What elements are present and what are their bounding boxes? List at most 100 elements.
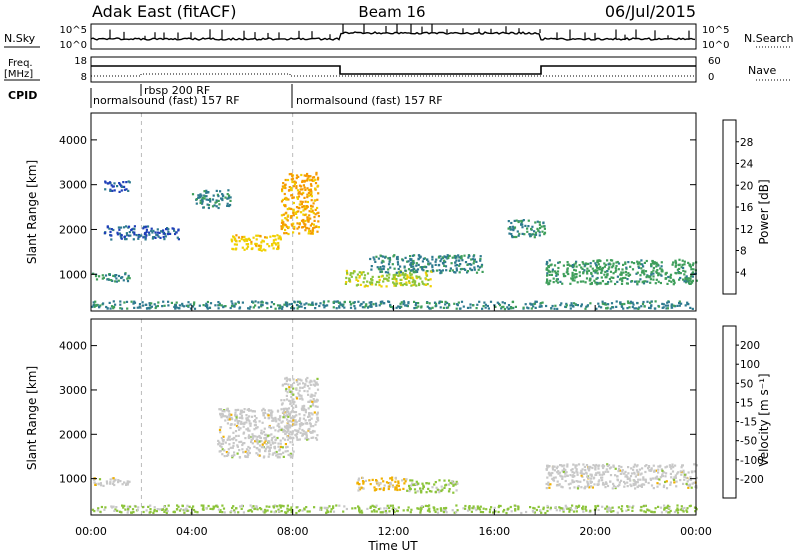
velocity-echo-cell	[612, 510, 615, 513]
velocity-echo-cell	[422, 485, 425, 488]
power-echo-cell	[285, 218, 288, 221]
velocity-echo-cell	[278, 428, 281, 431]
power-echo-cell	[112, 300, 115, 303]
power-echo-cell	[571, 274, 574, 277]
velocity-echo-cell	[582, 505, 585, 508]
velocity-echo-cell	[371, 478, 374, 481]
power-echo-cell	[302, 213, 305, 216]
power-echo-cell	[624, 270, 628, 273]
power-echo-cell	[633, 262, 636, 265]
velocity-echo-cell	[231, 418, 234, 421]
velocity-echo-cell	[299, 378, 302, 381]
nave-trace	[91, 73, 696, 77]
power-echo-cell	[636, 301, 639, 305]
power-echo-cell	[274, 307, 277, 310]
power-echo-cell	[388, 260, 391, 263]
velocity-echo-cell	[561, 469, 564, 472]
power-echo-cell	[336, 300, 339, 303]
velocity-echo-cell	[223, 511, 226, 514]
power-echo-cell	[165, 228, 168, 231]
velocity-echo-cell	[646, 508, 649, 511]
velocity-echo-cell	[117, 481, 120, 484]
power-echo-cell	[302, 191, 305, 194]
power-echo-cell	[397, 305, 400, 308]
power-echo-cell	[370, 305, 373, 308]
velocity-echo-cell	[220, 416, 223, 419]
power-echo-cell	[220, 197, 223, 200]
velocity-echo-cell	[141, 506, 144, 509]
power-echo-cell	[148, 302, 151, 305]
power-y-tick-label: 4000	[59, 134, 87, 147]
velocity-echo-cell	[284, 416, 287, 419]
power-echo-cell	[308, 230, 311, 233]
velocity-echo-cell	[611, 487, 614, 490]
velocity-echo-cell	[566, 465, 569, 468]
velocity-echo-cell	[226, 438, 229, 441]
power-echo-cell	[309, 229, 312, 233]
power-echo-cell	[537, 229, 540, 232]
velocity-echo-cell	[236, 445, 239, 448]
power-echo-cell	[316, 198, 319, 201]
power-echo-cell	[475, 260, 478, 263]
power-echo-cell	[233, 243, 236, 246]
power-echo-cell	[278, 307, 281, 310]
power-echo-cell	[683, 280, 686, 283]
power-echo-cell	[411, 254, 414, 257]
velocity-echo-cell	[287, 415, 290, 418]
power-echo-cell	[666, 304, 670, 307]
power-echo-cell	[292, 212, 295, 215]
power-echo-cell	[379, 254, 382, 257]
power-echo-cell	[510, 307, 513, 310]
velocity-echo-cell	[127, 481, 130, 484]
velocity-echo-cell	[288, 419, 291, 423]
power-echo-cell	[148, 231, 151, 234]
power-echo-cell	[362, 271, 365, 274]
velocity-echo-cell	[112, 480, 115, 483]
power-echo-cell	[513, 226, 517, 229]
power-echo-cell	[299, 188, 302, 191]
power-echo-cell	[173, 229, 176, 232]
velocity-echo-cell	[255, 505, 258, 508]
power-echo-cell	[439, 272, 442, 275]
velocity-echo-cell	[633, 472, 636, 475]
power-echo-cell	[430, 270, 433, 273]
power-echo-cell	[631, 305, 634, 309]
velocity-echo-cell	[122, 506, 125, 509]
velocity-echo-cell	[153, 506, 156, 509]
power-echo-cell	[113, 275, 117, 278]
power-echo-cell	[248, 307, 251, 310]
power-echo-cell	[295, 216, 299, 219]
velocity-echo-cell	[588, 467, 591, 470]
power-echo-cell	[443, 259, 446, 262]
power-echo-cell	[456, 303, 459, 306]
power-echo-cell	[309, 183, 313, 186]
power-echo-cell	[438, 302, 441, 305]
power-echo-cell	[101, 277, 104, 280]
velocity-echo-cell	[405, 478, 408, 481]
power-echo-cell	[615, 305, 618, 308]
power-echo-cell	[619, 301, 622, 304]
power-echo-cell	[427, 260, 430, 263]
velocity-echo-cell	[280, 504, 283, 507]
velocity-echo-cell	[223, 449, 226, 452]
velocity-echo-cell	[628, 477, 631, 480]
power-echo-cell	[145, 228, 148, 231]
velocity-echo-cell	[298, 382, 301, 385]
nsearch-label: N.Search	[744, 32, 794, 45]
power-echo-cell	[94, 275, 98, 278]
velocity-echo-cell	[270, 438, 273, 442]
power-echo-cell	[409, 272, 412, 275]
power-echo-cell	[397, 271, 401, 274]
power-echo-cell	[657, 305, 661, 308]
velocity-echo-cell	[142, 510, 145, 514]
power-echo-cell	[280, 225, 283, 228]
velocity-echo-cell	[274, 429, 277, 432]
power-echo-cell	[270, 301, 273, 304]
power-echo-cell	[429, 262, 432, 265]
power-echo-cell	[207, 204, 211, 207]
velocity-echo-cell	[616, 478, 619, 481]
power-echo-cell	[234, 248, 237, 251]
velocity-echo-cell	[275, 450, 278, 454]
power-echo-cell	[691, 307, 694, 310]
power-echo-cell	[290, 215, 293, 218]
